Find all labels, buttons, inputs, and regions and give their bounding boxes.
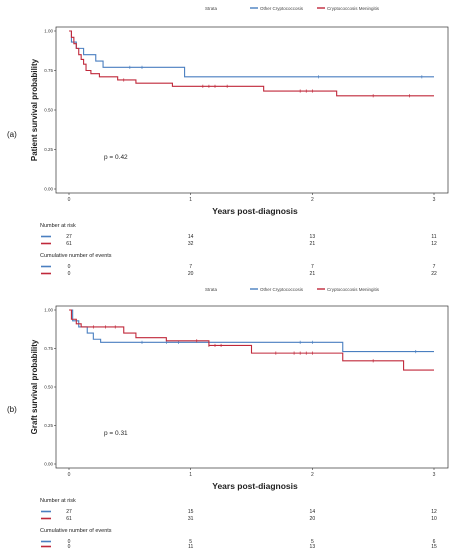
x-tick-label: 0 <box>68 472 71 478</box>
events-table-cell: 5 <box>189 539 192 545</box>
events-table-title: Cumulative number of events <box>40 253 112 259</box>
events-table-cell: 22 <box>431 271 437 277</box>
risk-table-cell: 61 <box>66 516 72 522</box>
events-table-cell: 5 <box>311 539 314 545</box>
legend-entry: Other Cryptococcosis <box>260 6 304 11</box>
y-tick-label: 0.50 <box>44 108 53 113</box>
x-tick-label: 2 <box>311 197 314 203</box>
y-axis-label: Graft survival probability <box>30 339 39 434</box>
events-table-title: Cumulative number of events <box>40 528 112 534</box>
panel-label: (b) <box>7 405 17 414</box>
risk-table-cell: 13 <box>310 234 316 240</box>
risk-table-cell: 12 <box>431 509 437 515</box>
x-tick-label: 1 <box>189 197 192 203</box>
y-tick-label: 0.50 <box>44 385 53 390</box>
risk-table-cell: 27 <box>66 234 72 240</box>
x-tick-label: 3 <box>433 197 436 203</box>
events-table-cell: 0 <box>68 544 71 550</box>
survival-curve-other <box>69 309 434 353</box>
events-table-cell: 7 <box>189 264 192 270</box>
legend-title: Strata <box>205 6 218 11</box>
risk-table-cell: 20 <box>310 516 316 522</box>
risk-table-cell: 15 <box>188 509 194 515</box>
survival-curve-meningitis <box>69 309 434 371</box>
events-table-cell: 6 <box>433 539 436 545</box>
y-tick-label: 1.00 <box>44 308 53 313</box>
x-tick-label: 1 <box>189 472 192 478</box>
risk-table-cell: 61 <box>66 241 72 247</box>
plot-frame <box>55 305 449 469</box>
legend-title: Strata <box>205 287 218 292</box>
risk-table-title: Number at risk <box>40 223 76 229</box>
risk-table-cell: 31 <box>188 516 194 522</box>
events-table-cell: 0 <box>68 264 71 270</box>
p-value: p = 0.31 <box>104 430 128 437</box>
events-table-cell: 7 <box>311 264 314 270</box>
risk-table-cell: 14 <box>188 234 194 240</box>
survival-curve-meningitis <box>69 30 434 97</box>
events-table-cell: 20 <box>188 271 194 277</box>
risk-table-cell: 32 <box>188 241 194 247</box>
y-tick-label: 1.00 <box>44 29 53 34</box>
x-tick-label: 0 <box>68 197 71 203</box>
risk-table-cell: 21 <box>310 241 316 247</box>
y-tick-label: 0.75 <box>44 68 53 73</box>
risk-table-cell: 12 <box>431 241 437 247</box>
x-tick-label: 3 <box>433 472 436 478</box>
risk-table-cell: 27 <box>66 509 72 515</box>
x-tick-label: 2 <box>311 472 314 478</box>
y-axis-label: Patient survival probability <box>30 58 39 161</box>
events-table-cell: 21 <box>310 271 316 277</box>
risk-table-cell: 14 <box>310 509 316 515</box>
events-table-cell: 11 <box>188 544 193 550</box>
plot-frame <box>55 26 449 194</box>
risk-table-cell: 11 <box>431 234 436 240</box>
events-table-cell: 0 <box>68 271 71 277</box>
events-table-cell: 13 <box>310 544 316 550</box>
y-tick-label: 0.00 <box>44 187 53 192</box>
risk-table-title: Number at risk <box>40 498 76 504</box>
x-axis-label: Years post-diagnosis <box>212 206 298 216</box>
p-value: p = 0.42 <box>104 154 128 161</box>
panel-label: (a) <box>7 130 17 139</box>
survival-curve-other <box>69 30 434 78</box>
y-tick-label: 0.25 <box>44 147 53 152</box>
events-table-cell: 0 <box>68 539 71 545</box>
y-tick-label: 0.00 <box>44 462 53 467</box>
risk-table-cell: 10 <box>431 516 437 522</box>
legend-entry: Cryptococcosis Meningitis <box>327 6 380 11</box>
legend-entry: Cryptococcosis Meningitis <box>327 287 380 292</box>
x-axis-label: Years post-diagnosis <box>212 481 298 491</box>
legend-entry: Other Cryptococcosis <box>260 287 304 292</box>
y-tick-label: 0.25 <box>44 423 53 428</box>
events-table-cell: 15 <box>431 544 437 550</box>
events-table-cell: 7 <box>433 264 436 270</box>
y-tick-label: 0.75 <box>44 346 53 351</box>
